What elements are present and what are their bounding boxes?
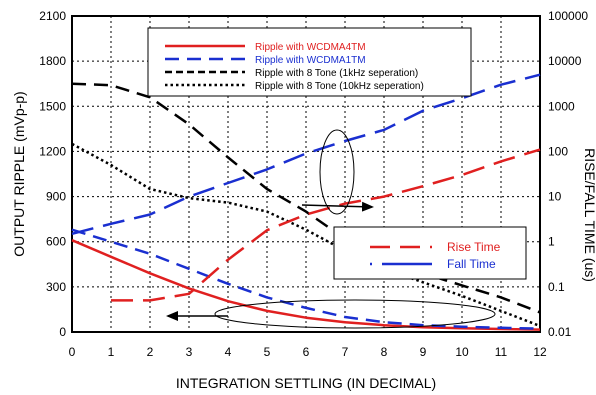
y-right-tick-label: 10: [548, 190, 562, 204]
y-left-tick-label: 2100: [39, 9, 66, 23]
y-right-tick-label: 1: [548, 235, 555, 249]
series-line-3: [71, 142, 541, 328]
y-left-tick-label: 1500: [39, 99, 66, 113]
x-tick-label: 7: [342, 345, 349, 359]
y-right-tick-label: 10000: [548, 54, 582, 68]
x-tick-label: 9: [420, 345, 427, 359]
x-tick-label: 8: [381, 345, 388, 359]
series-layer: [71, 73, 541, 331]
x-tick-label: 0: [69, 345, 76, 359]
y-left-axis-label: OUTPUT RIPPLE (mVp-p): [11, 91, 27, 256]
legend-label-wcdma4: Ripple with WCDMA4TM: [255, 42, 366, 53]
x-axis-label: INTEGRATION SETTLING (IN DECIMAL): [176, 375, 436, 391]
y-left-tick-label: 1200: [39, 144, 66, 158]
series-line-2: [71, 82, 541, 314]
plot-frame: [71, 15, 541, 333]
x-tick-label: 1: [108, 345, 115, 359]
y-left-tick-label: 0: [59, 325, 66, 339]
y-right-tick-label: 0.01: [548, 325, 572, 339]
y-right-axis-label: RISE/FALL TIME (us): [582, 148, 596, 282]
legend-time: Rise Time Fall Time: [333, 226, 527, 280]
x-tick-label: 3: [186, 345, 193, 359]
annotations: [166, 129, 496, 329]
x-tick-label: 4: [225, 345, 232, 359]
x-tick-labels: 0 1 2 3 4 5 6 7 8 9 10 11 12: [69, 345, 547, 359]
legend-label-8tone-1k: Ripple with 8 Tone (1kHz seperation): [255, 68, 418, 79]
x-tick-label: 12: [533, 345, 547, 359]
series-line-0: [71, 239, 541, 331]
legend-ripple: Ripple with WCDMA4TM Ripple with WCDMA1T…: [147, 27, 472, 97]
y-right-tick-label: 100: [548, 144, 568, 158]
annotation-arrow-right: [301, 201, 374, 212]
legend-label-rise: Rise Time: [447, 240, 501, 254]
y-right-tick-label: 100000: [548, 9, 588, 23]
y-right-tick-label: 1000: [548, 99, 575, 113]
annotation-ellipse-upper: [319, 129, 355, 215]
y-left-tick-label: 900: [46, 190, 66, 204]
y-left-tick-label: 300: [46, 280, 66, 294]
legend-label-fall: Fall Time: [447, 257, 496, 271]
y-left-tick-label: 600: [46, 235, 66, 249]
x-tick-label: 6: [303, 345, 310, 359]
x-tick-label: 2: [147, 345, 154, 359]
legend-ripple-box: [147, 27, 472, 97]
y-right-tick-label: 0.1: [548, 280, 565, 294]
x-tick-label: 11: [495, 345, 508, 359]
legend-label-8tone-10k: Ripple with 8 Tone (10kHz seperation): [255, 81, 424, 92]
y-right-tick-labels: 0.01 0.1 1 10 100 1000 10000 100000: [548, 9, 588, 339]
legend-time-box: [333, 226, 527, 280]
series-line-1: [71, 228, 541, 330]
series-line-4: [111, 148, 541, 302]
x-tick-label: 5: [264, 345, 271, 359]
y-left-tick-labels: 0 300 600 900 1200 1500 1800 2100: [39, 9, 66, 339]
series-line-5: [71, 73, 541, 236]
legend-label-wcdma1: Ripple with WCDMA1TM: [255, 55, 366, 66]
x-tick-label: 10: [455, 345, 469, 359]
annotation-ellipse-lower: [214, 299, 496, 329]
y-left-tick-label: 1800: [39, 54, 66, 68]
